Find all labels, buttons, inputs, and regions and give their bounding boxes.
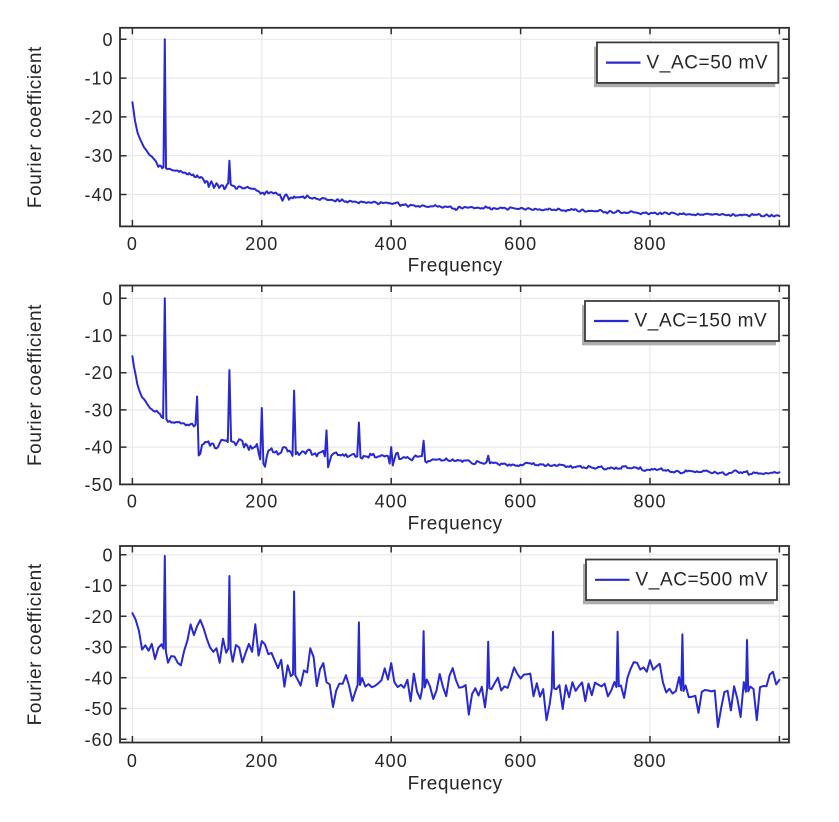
svg-text:-40: -40 — [84, 438, 113, 458]
svg-text:200: 200 — [245, 751, 278, 771]
svg-text:Frequency: Frequency — [408, 256, 503, 277]
svg-text:V_AC=50 mV: V_AC=50 mV — [647, 52, 769, 73]
svg-text:V_AC=150 mV: V_AC=150 mV — [635, 311, 768, 332]
svg-text:-40: -40 — [84, 185, 113, 205]
svg-text:Fourier coefficient: Fourier coefficient — [25, 304, 46, 466]
svg-text:0: 0 — [127, 234, 138, 254]
svg-text:-20: -20 — [84, 607, 113, 627]
svg-text:400: 400 — [375, 751, 408, 771]
svg-text:V_AC=500 mV: V_AC=500 mV — [636, 570, 769, 591]
svg-text:0: 0 — [127, 751, 138, 771]
svg-text:-10: -10 — [84, 69, 113, 89]
svg-text:600: 600 — [504, 751, 537, 771]
svg-text:0: 0 — [102, 30, 113, 50]
svg-text:-10: -10 — [84, 326, 113, 346]
svg-text:-20: -20 — [84, 363, 113, 383]
svg-text:200: 200 — [245, 234, 278, 254]
svg-text:600: 600 — [504, 492, 537, 512]
svg-text:-60: -60 — [84, 730, 113, 750]
svg-text:-50: -50 — [84, 475, 113, 495]
svg-text:0: 0 — [102, 289, 113, 309]
svg-text:600: 600 — [504, 234, 537, 254]
svg-text:-30: -30 — [84, 146, 113, 166]
svg-text:-50: -50 — [84, 699, 113, 719]
svg-text:-30: -30 — [84, 638, 113, 658]
svg-text:Frequency: Frequency — [408, 513, 503, 534]
svg-text:400: 400 — [375, 492, 408, 512]
svg-text:800: 800 — [633, 751, 666, 771]
svg-text:0: 0 — [102, 545, 113, 565]
svg-text:800: 800 — [633, 492, 666, 512]
svg-text:Fourier coefficient: Fourier coefficient — [25, 563, 46, 725]
svg-text:200: 200 — [245, 492, 278, 512]
svg-text:-20: -20 — [84, 107, 113, 127]
svg-text:-30: -30 — [84, 400, 113, 420]
svg-text:-40: -40 — [84, 668, 113, 688]
svg-text:0: 0 — [127, 492, 138, 512]
svg-text:800: 800 — [633, 234, 666, 254]
svg-text:-10: -10 — [84, 576, 113, 596]
svg-text:400: 400 — [375, 234, 408, 254]
svg-text:Frequency: Frequency — [408, 774, 503, 795]
svg-text:Fourier coefficient: Fourier coefficient — [25, 46, 46, 208]
